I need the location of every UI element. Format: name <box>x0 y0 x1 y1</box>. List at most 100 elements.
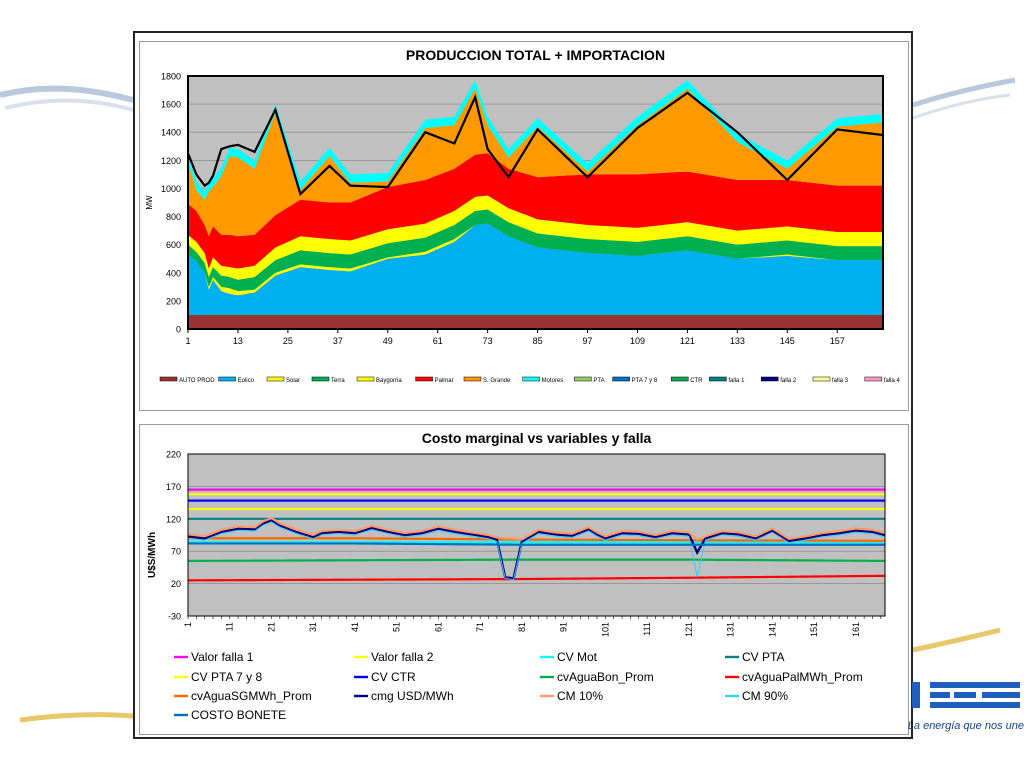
legend-label: CV Mot <box>557 650 598 664</box>
x-tick-label: 41 <box>350 622 360 632</box>
x-tick-label: 25 <box>283 336 293 346</box>
legend-label: falla 4 <box>884 378 901 384</box>
legend-label: cmg USD/MWh <box>371 689 454 703</box>
legend-label: COSTO BONETE <box>191 708 286 722</box>
area-eolico <box>188 223 883 315</box>
line-cm-10 <box>187 516 886 541</box>
legend-swatch <box>812 376 831 382</box>
legend-swatch <box>709 376 727 382</box>
area-baygorria <box>188 195 883 280</box>
x-tick-label: 31 <box>308 622 318 632</box>
legend-label: PTA <box>593 378 604 384</box>
legend-label: CM 90% <box>742 689 788 703</box>
legend-label: cvAguaSGMWh_Prom <box>191 689 312 703</box>
y-tick-label: 70 <box>171 547 181 557</box>
y-tick-label: 600 <box>166 240 181 250</box>
y-tick-label: 20 <box>171 579 181 589</box>
area-solar <box>188 223 883 296</box>
x-tick-label: 141 <box>767 622 777 637</box>
x-tick-label: 51 <box>392 622 402 632</box>
demanda-line <box>186 91 884 197</box>
legend-swatch <box>670 376 689 382</box>
legend-label: falla 2 <box>780 378 797 384</box>
legend-label: CTR <box>690 378 703 384</box>
chart-title: Costo marginal vs variables y falla <box>422 430 652 446</box>
area-s-grande <box>188 88 883 237</box>
y-tick-label: -30 <box>168 612 181 622</box>
x-tick-label: 157 <box>830 336 845 346</box>
y-tick-label: 200 <box>166 296 181 306</box>
x-tick-label: 49 <box>383 336 393 346</box>
legend-label: falla 3 <box>832 378 849 384</box>
x-tick-label: 71 <box>475 622 485 632</box>
legend-label: PTA 7 y 8 <box>632 378 658 384</box>
legend-label: Terra <box>331 378 345 384</box>
legend-label: CV PTA 7 y 8 <box>191 670 262 684</box>
y-tick-label: 1400 <box>161 128 181 138</box>
line-cvaguasgmwh-prom <box>188 537 886 542</box>
y-tick-label: 800 <box>166 212 181 222</box>
production-area-chart: PRODUCCION TOTAL + IMPORTACION 0 200 400 600… <box>145 47 901 384</box>
legend-label: CM 10% <box>557 689 603 703</box>
x-tick-label: 1 <box>185 336 190 346</box>
y-axis-label: U$S/MWh <box>147 532 158 578</box>
line-cvaguapalmwh-prom <box>187 574 886 582</box>
x-tick-label: 145 <box>780 336 795 346</box>
x-tick-label: 151 <box>809 622 819 637</box>
x-tick-label: 61 <box>433 336 443 346</box>
x-tick-label: 109 <box>630 336 645 346</box>
y-tick-label: 1200 <box>161 156 181 166</box>
legend-label: Valor falla 1 <box>191 650 254 664</box>
legend-label: falla 1 <box>728 378 745 384</box>
line-costo-bonete <box>188 542 885 546</box>
plot-border <box>187 75 884 330</box>
y-tick-label: 120 <box>166 514 181 524</box>
x-tick-label: 13 <box>233 336 243 346</box>
x-tick-label: 1 <box>183 622 193 627</box>
legend-swatch <box>266 376 285 382</box>
x-tick-label: 131 <box>726 622 736 637</box>
x-tick-label: 111 <box>642 622 652 636</box>
line-cvaguabon-prom <box>187 558 886 563</box>
y-tick-label: 1000 <box>161 184 181 194</box>
marginal-cost-chart-panel: Costo marginal vs variables y falla -30 20… <box>139 424 909 735</box>
legend-swatch <box>522 376 540 382</box>
x-tick-label: 11 <box>225 622 235 631</box>
legend-label: CV CTR <box>371 670 416 684</box>
production-chart-panel: PRODUCCION TOTAL + IMPORTACION 0 200 400 600… <box>139 41 909 411</box>
x-tick-label: 21 <box>266 622 276 632</box>
legend-swatch <box>760 376 779 382</box>
legend-label: Motores <box>542 378 564 384</box>
x-tick-label: 121 <box>680 336 695 346</box>
x-tick-label: 161 <box>851 622 861 637</box>
legend-swatch <box>311 376 330 382</box>
legend-label: Eolico <box>238 378 255 384</box>
legend-swatch <box>218 376 236 382</box>
legend-swatch <box>356 376 375 382</box>
x-tick-label: 91 <box>559 622 569 632</box>
x-tick-label: 73 <box>483 336 493 346</box>
ute-logo: La energía que nos une <box>908 676 1024 746</box>
legend-swatch <box>415 376 433 382</box>
y-tick-label: 1600 <box>161 100 181 110</box>
slide-frame: PRODUCCION TOTAL + IMPORTACION 0 200 400 600… <box>133 31 913 739</box>
x-tick-label: 37 <box>333 336 343 346</box>
y-tick-label: 400 <box>166 268 181 278</box>
ute-logo-mark <box>912 682 1020 708</box>
chart-title: PRODUCCION TOTAL + IMPORTACION <box>406 47 665 63</box>
legend-label: S. Grande <box>483 378 511 384</box>
legend-swatch <box>159 376 178 382</box>
area-auto-prod <box>188 314 883 329</box>
x-tick-label: 133 <box>730 336 745 346</box>
legend-label: cvAguaBon_Prom <box>557 670 654 684</box>
y-tick-label: 1800 <box>161 72 181 82</box>
y-tick-label: 0 <box>176 325 181 335</box>
x-tick-label: 61 <box>433 622 443 632</box>
y-axis-label: MW <box>145 195 154 210</box>
legend-label: Valor falla 2 <box>371 650 434 664</box>
x-tick-label: 121 <box>684 622 694 637</box>
legend-swatch <box>463 376 482 382</box>
slogan-text: La energía que nos une <box>907 720 1024 732</box>
legend-label: CV PTA <box>742 650 784 664</box>
